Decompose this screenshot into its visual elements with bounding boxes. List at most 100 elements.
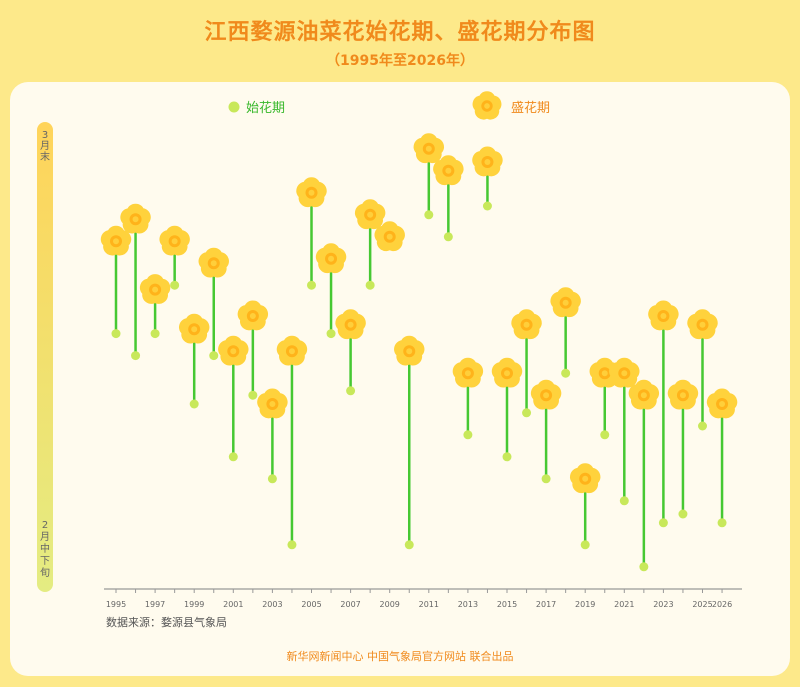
- peak-flower-2015: [491, 357, 523, 388]
- y-axis-bar: [37, 122, 53, 592]
- chart-title: 江西婺源油菜花始花期、盛花期分布图: [204, 20, 596, 45]
- x-tick-label: 2009: [380, 600, 400, 609]
- x-tick-label: 2017: [536, 600, 556, 609]
- flower-core: [308, 189, 315, 196]
- data-marks: [100, 133, 738, 572]
- start-dot-1996: [131, 351, 141, 361]
- start-dot-2023: [658, 518, 668, 528]
- peak-flower-2019: [569, 463, 601, 494]
- flower-core: [523, 321, 530, 328]
- peak-flower-2009: [374, 221, 405, 252]
- x-tick-label: 2001: [223, 600, 243, 609]
- peak-flower-2025: [687, 309, 718, 340]
- peak-flower-2003: [257, 388, 288, 419]
- start-dot-2022: [639, 562, 649, 572]
- start-dot-1999: [189, 399, 199, 409]
- flower-core: [464, 370, 471, 377]
- peak-flower-2006: [315, 243, 347, 274]
- peak-flower-2018: [550, 287, 581, 318]
- peak-flower-2008: [354, 199, 386, 230]
- legend-start-label: 始花期: [246, 100, 285, 116]
- x-tick-label: 2005: [301, 600, 321, 609]
- flower-core: [621, 370, 628, 377]
- start-dot-2011: [424, 210, 434, 220]
- flower-core: [660, 313, 667, 319]
- flower-core: [484, 159, 491, 165]
- flower-core: [425, 145, 432, 152]
- peak-flower-1997: [139, 274, 171, 304]
- chart-panel: [10, 82, 790, 676]
- flower-core: [113, 238, 119, 245]
- flower-core: [249, 313, 256, 319]
- peak-flower-2011: [413, 133, 445, 164]
- peak-flower-1995: [100, 225, 132, 256]
- legend-flower-icon: [472, 91, 502, 120]
- x-axis-ticks: 1995 1997 1999 2001 2003 2005 2007 2009 2011 2013…: [106, 589, 732, 609]
- start-dot-1998: [170, 280, 180, 290]
- start-dot-2020: [600, 430, 610, 440]
- peak-flower-2007: [335, 309, 366, 340]
- flower-core: [562, 299, 569, 306]
- start-dot-1995: [111, 329, 121, 339]
- peak-flower-2026: [706, 388, 738, 419]
- flower-core: [484, 103, 490, 109]
- start-dot-2003: [267, 474, 277, 484]
- x-tick-label: 2003: [262, 600, 282, 609]
- credit-line: 新华网新闻中心 中国气象局官方网站 联合出品: [286, 650, 514, 663]
- start-dot-2025: [698, 421, 707, 431]
- start-dot-2005: [307, 280, 316, 290]
- start-dot-2007: [346, 386, 356, 396]
- flower-core: [640, 392, 647, 399]
- start-dot-2002: [248, 390, 258, 400]
- start-dot-2018: [561, 368, 571, 378]
- x-tick-label: 2021: [614, 600, 634, 609]
- flower-core: [699, 321, 706, 328]
- peak-flower-2010: [394, 335, 425, 366]
- chart-subtitle: （1995年至2026年）: [326, 53, 474, 69]
- flower-core: [679, 392, 686, 399]
- x-tick-label: 1997: [145, 600, 165, 609]
- legend-start-dot: [228, 101, 240, 113]
- y-axis-top-label: 3 月末: [40, 130, 50, 163]
- peak-flower-2005: [296, 177, 327, 208]
- peak-flower-1996: [120, 203, 151, 234]
- flower-core: [719, 401, 726, 407]
- start-dot-2016: [522, 408, 532, 418]
- flower-core: [152, 286, 159, 293]
- peak-flower-2022: [628, 379, 660, 410]
- flower-core: [347, 321, 354, 328]
- x-tick-label: 2013: [458, 600, 478, 609]
- flower-core: [386, 233, 393, 240]
- flower-core: [367, 211, 374, 218]
- peak-flower-2004: [276, 335, 308, 366]
- x-tick-label: 1995: [106, 600, 126, 609]
- start-dot-2006: [326, 329, 336, 339]
- peak-flower-1999: [178, 313, 210, 344]
- x-tick-label: 2026: [712, 600, 732, 609]
- flower-core: [504, 370, 510, 377]
- x-tick-label: 1999: [184, 600, 204, 609]
- start-dot-2026: [717, 518, 727, 528]
- legend-peak-label: 盛花期: [511, 100, 550, 116]
- x-tick-label: 2011: [419, 600, 439, 609]
- legend: 始花期 盛花期: [228, 91, 550, 120]
- start-dot-2001: [228, 452, 238, 462]
- start-dot-2014: [482, 201, 492, 211]
- peak-flower-2013: [452, 357, 484, 388]
- peak-flower-2001: [218, 335, 249, 366]
- flower-core: [543, 392, 550, 399]
- peak-flower-2020: [589, 357, 620, 388]
- start-dot-2012: [443, 232, 453, 242]
- flower-core: [445, 167, 452, 174]
- flower-core: [132, 216, 139, 223]
- flower-core: [210, 260, 217, 267]
- start-dot-1997: [150, 329, 160, 339]
- data-source: 数据来源：婺源县气象局: [106, 616, 227, 629]
- x-tick-label: 2025: [692, 600, 712, 609]
- peak-flower-2023: [648, 300, 679, 331]
- peak-flower-2017: [530, 379, 562, 410]
- x-tick-label: 2023: [653, 600, 673, 609]
- flower-core: [406, 348, 413, 355]
- x-axis: 1995 1997 1999 2001 2003 2005 2007 2009 2011 2013…: [104, 588, 742, 609]
- start-dot-2024: [678, 509, 688, 519]
